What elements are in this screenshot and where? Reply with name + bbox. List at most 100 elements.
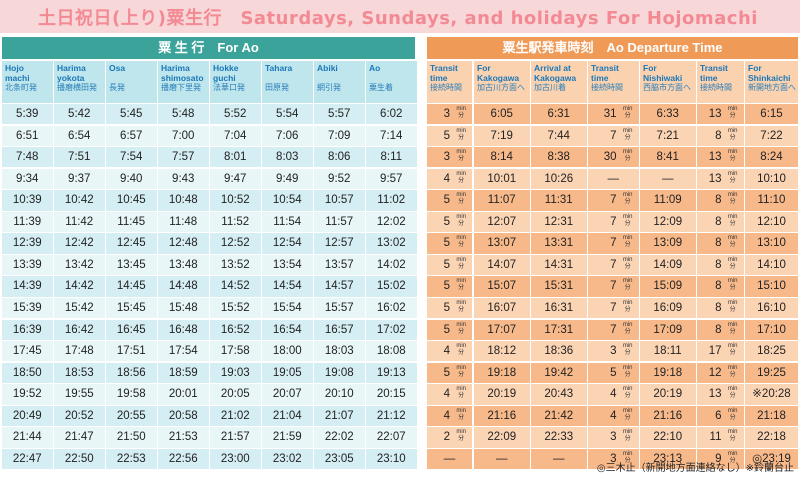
- time-cell: 19:55: [54, 384, 105, 405]
- time-cell: 19:03: [210, 362, 261, 383]
- time-cell: 11:57: [314, 211, 365, 233]
- time-cell: 5:57: [314, 104, 365, 125]
- transit-minutes: 7: [610, 280, 617, 293]
- time-cell: 13:54: [262, 254, 313, 276]
- time-cell: 18:03: [314, 341, 365, 362]
- time-cell: 15:45: [106, 297, 157, 319]
- time-cell: 17:31: [531, 319, 587, 340]
- transit-minutes: 4: [610, 388, 617, 401]
- time-cell: 16:09: [640, 297, 696, 319]
- column-header-en: Harima yokota: [57, 63, 86, 83]
- time-cell: 15:48: [158, 297, 209, 319]
- transit-time-cell: 4 min 分: [427, 384, 472, 405]
- transit-time-cell: 5 min 分: [427, 319, 472, 340]
- time-cell: 10:52: [210, 190, 261, 211]
- transit-minutes: 5: [443, 323, 450, 336]
- time-cell: 20:10: [314, 384, 365, 405]
- transit-minutes: 12: [708, 366, 722, 379]
- time-cell: 7:21: [640, 125, 696, 146]
- time-cell: 21:57: [210, 427, 261, 448]
- time-cell: 13:10: [745, 233, 798, 254]
- transit-time-cell: 7 min 分: [588, 233, 639, 254]
- time-cell: 13:09: [640, 233, 696, 254]
- time-cell: 21:59: [262, 427, 313, 448]
- time-cell: ◎23:19: [745, 448, 798, 470]
- time-cell: 20:52: [54, 405, 105, 427]
- transit-time-cell: 5 min 分: [427, 254, 472, 276]
- time-cell: 7:00: [158, 125, 209, 146]
- minutes-unit: min 分: [727, 386, 738, 400]
- time-cell: 11:31: [531, 190, 587, 211]
- minutes-unit: min 分: [622, 364, 633, 378]
- transit-minutes: 8: [715, 237, 722, 250]
- time-cell: 8:11: [366, 147, 417, 168]
- column-header-jp: 播磨下里発: [161, 83, 201, 92]
- minutes-unit: min 分: [727, 213, 738, 227]
- minutes-unit: min 分: [622, 235, 633, 249]
- time-cell: 14:02: [366, 254, 417, 276]
- time-cell: 22:47: [2, 448, 53, 470]
- column-header-en: Hojo machi: [5, 63, 30, 83]
- time-cell: 19:08: [314, 362, 365, 383]
- minutes-unit: min 分: [622, 213, 633, 227]
- time-cell: 15:57: [314, 297, 365, 319]
- time-cell: 6:15: [745, 104, 798, 125]
- transit-minutes: 7: [610, 237, 617, 250]
- minutes-unit: min 分: [622, 343, 633, 357]
- transit-minutes: 5: [443, 194, 450, 207]
- time-cell: 19:18: [474, 362, 530, 383]
- column-header-en: Transit time: [591, 63, 619, 83]
- time-cell: 7:54: [106, 147, 157, 168]
- time-cell: 17:10: [745, 319, 798, 340]
- transit-time-cell: 5 min 分: [427, 297, 472, 319]
- time-cell: 13:45: [106, 254, 157, 276]
- table-row: 18:50 18:53 18:56 18:59 19:03 19:05 19:08 19:13…: [0, 362, 800, 385]
- table-row: 19:52 19:55 19:58 20:01 20:05 20:07 20:10 20:15…: [0, 384, 800, 406]
- time-cell: 18:11: [640, 341, 696, 362]
- time-cell: 12:45: [106, 233, 157, 254]
- minutes-unit: min 分: [456, 213, 466, 227]
- time-cell: 12:48: [158, 233, 209, 254]
- time-cell: 22:33: [531, 427, 587, 448]
- column-header-jp: 網引発: [317, 83, 341, 92]
- column-header: Harima yokota 播磨横田発: [54, 61, 105, 103]
- time-cell: 7:44: [531, 125, 587, 146]
- time-cell: 15:07: [474, 276, 530, 297]
- time-cell: 22:02: [314, 427, 365, 448]
- minutes-unit: min 分: [622, 256, 633, 270]
- time-cell: 8:24: [745, 147, 798, 168]
- column-header-jp: 接続時間: [591, 83, 623, 92]
- time-cell: 16:48: [158, 319, 209, 340]
- time-cell: 14:57: [314, 276, 365, 297]
- transit-minutes: 5: [443, 237, 450, 250]
- time-cell: 17:09: [640, 319, 696, 340]
- transit-minutes: 13: [708, 388, 722, 401]
- transit-time-cell: 8 min 分: [697, 190, 744, 211]
- transit-minutes: 7: [610, 215, 617, 228]
- time-cell: 19:13: [366, 362, 417, 383]
- transit-minutes: 5: [443, 366, 450, 379]
- time-cell: 15:09: [640, 276, 696, 297]
- transit-minutes: 8: [715, 258, 722, 271]
- time-cell: 14:54: [262, 276, 313, 297]
- time-cell: 19:58: [106, 384, 157, 405]
- transit-minutes: 13: [708, 108, 722, 120]
- column-header-en: Osa: [109, 63, 126, 73]
- time-cell: 14:45: [106, 276, 157, 297]
- minutes-unit: min 分: [456, 386, 466, 400]
- time-cell: 18:25: [745, 341, 798, 362]
- transit-minutes: 17: [708, 345, 722, 358]
- transit-time-cell: 31 min 分: [588, 104, 639, 125]
- time-cell: ※20:28: [745, 384, 798, 405]
- transit-time-cell: 4 min 分: [427, 168, 472, 190]
- time-cell: 17:07: [474, 319, 530, 340]
- column-header-jp: 田原発: [265, 83, 289, 92]
- transit-time-cell: 5 min 分: [427, 125, 472, 146]
- transit-time-cell: 5 min 分: [588, 362, 639, 383]
- transit-time-cell: 8 min 分: [697, 125, 744, 146]
- transit-time-cell: 8 min 分: [697, 276, 744, 297]
- column-header-en: For Shinkaichi: [748, 63, 791, 83]
- transit-minutes: 8: [715, 215, 722, 228]
- transit-minutes: 7: [610, 129, 617, 142]
- table-row: 6:51 6:54 6:57 7:00 7:04 7:06 7:09 7:14 5 min 分 7:…: [0, 125, 800, 148]
